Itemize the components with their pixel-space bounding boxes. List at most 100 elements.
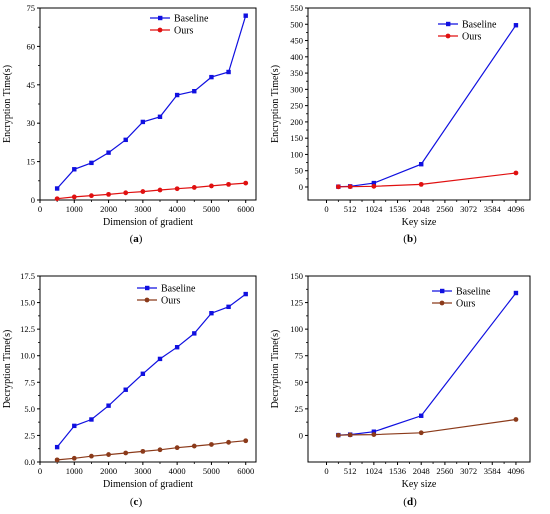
- data-point-ours: [54, 196, 60, 202]
- x-tick-label: 512: [344, 204, 357, 214]
- data-point-ours: [157, 447, 163, 453]
- legend-marker-baseline: [145, 285, 150, 291]
- y-tick-label: 350: [290, 68, 303, 78]
- data-point-baseline: [174, 345, 180, 350]
- data-point-ours: [157, 187, 163, 193]
- y-tick-label: 75: [27, 3, 36, 13]
- x-tick-label: 1536: [389, 204, 406, 214]
- y-tick-label: 60: [27, 41, 36, 51]
- x-tick-label: 1024: [365, 466, 383, 476]
- legend-entry-ours: Ours: [174, 26, 194, 37]
- y-tick-label: 100: [290, 149, 303, 159]
- series-line-baseline: [56, 15, 247, 189]
- x-tick-label: 5000: [203, 204, 220, 214]
- legend-entry-baseline: Baseline: [161, 284, 196, 295]
- data-point-ours: [123, 190, 129, 196]
- panel-caption: (b): [403, 233, 417, 245]
- y-tick-label: 0: [31, 195, 35, 205]
- series-line-ours: [57, 440, 246, 461]
- data-point-baseline: [89, 160, 94, 166]
- data-point-baseline: [123, 137, 128, 143]
- x-axis-label: Dimension of gradient: [103, 217, 193, 228]
- x-tick-label: 4000: [169, 466, 186, 476]
- y-tick-label: 2.5: [24, 430, 35, 440]
- data-point-ours: [106, 452, 111, 457]
- y-tick-label: 5.0: [24, 404, 35, 414]
- y-tick-label: 15: [27, 157, 36, 167]
- data-point-ours: [371, 183, 377, 189]
- x-axis-label: Dimension of gradient: [103, 479, 193, 490]
- data-point-baseline: [157, 114, 163, 119]
- y-tick-label: 10.0: [20, 351, 35, 361]
- x-tick-label: 5000: [203, 466, 220, 476]
- legend-entry-ours: Ours: [161, 296, 181, 307]
- y-tick-label: 500: [290, 19, 303, 29]
- x-tick-label: 4096: [507, 204, 524, 214]
- x-tick-label: 2048: [413, 204, 430, 214]
- data-point-baseline: [371, 429, 377, 434]
- data-point-ours: [335, 184, 341, 190]
- y-tick-label: 50: [295, 377, 304, 387]
- data-point-ours: [418, 181, 424, 187]
- data-point-baseline: [226, 69, 231, 75]
- y-tick-label: 45: [27, 80, 36, 90]
- x-tick-label: 0: [38, 204, 42, 214]
- data-point-baseline: [513, 290, 519, 296]
- data-point-baseline: [419, 162, 424, 167]
- data-point-baseline: [209, 311, 214, 316]
- data-point-ours: [226, 439, 231, 445]
- data-point-baseline: [106, 403, 111, 408]
- series-line-baseline: [338, 292, 517, 436]
- data-point-ours: [54, 457, 60, 463]
- chart-panel-c: 0 1000 2000 3000 4000 5000 6000 0.0 2.5 5.0 7.5 10.…: [2, 271, 257, 508]
- y-tick-label: 100: [290, 324, 303, 334]
- y-tick-label: 0: [299, 182, 303, 192]
- data-point-ours: [226, 181, 231, 187]
- y-tick-label: 30: [27, 118, 36, 128]
- panel-caption: (a): [130, 233, 143, 245]
- data-point-baseline: [243, 13, 248, 18]
- legend-marker-baseline: [446, 21, 451, 27]
- y-tick-label: 12.5: [20, 324, 35, 334]
- legend-entry-ours: Ours: [462, 32, 482, 43]
- data-point-ours: [123, 450, 129, 456]
- data-point-baseline: [243, 291, 248, 297]
- data-point-ours: [209, 442, 214, 447]
- legend-entry-baseline: Baseline: [174, 14, 209, 25]
- x-tick-label: 3072: [460, 204, 477, 214]
- data-point-ours: [347, 432, 353, 438]
- data-point-baseline: [226, 304, 231, 310]
- y-axis-label: Encryption Time(s): [270, 65, 281, 143]
- data-point-ours: [371, 432, 377, 437]
- panel-caption: (d): [403, 496, 417, 508]
- chart-panel-b: 0 512 1024 1536 2048 2560 3072 3584 4096 0 50 100 15…: [270, 3, 531, 245]
- data-point-baseline: [140, 119, 146, 125]
- series-line-ours: [57, 182, 246, 200]
- y-tick-label: 450: [290, 36, 303, 46]
- plot-frame: [307, 7, 531, 201]
- data-point-baseline: [192, 331, 197, 336]
- y-tick-label: 7.5: [24, 377, 35, 387]
- data-point-ours: [71, 455, 77, 461]
- data-point-baseline: [157, 356, 163, 362]
- data-point-baseline: [140, 371, 146, 376]
- data-point-baseline: [209, 74, 214, 80]
- data-point-ours: [106, 191, 111, 197]
- data-point-baseline: [419, 413, 424, 418]
- legend-marker-baseline: [158, 15, 163, 21]
- x-tick-label: 0: [324, 466, 328, 476]
- x-axis-label: Key size: [402, 479, 437, 490]
- y-tick-label: 300: [290, 84, 303, 94]
- x-tick-label: 2048: [413, 466, 430, 476]
- chart-panel-d: 0 512 1024 1536 2048 2560 3072 3584 4096 0 25 50 75 1…: [270, 271, 531, 508]
- legend-entry-baseline: Baseline: [456, 287, 491, 298]
- legend-marker-ours: [144, 297, 150, 303]
- data-point-baseline: [371, 180, 377, 186]
- y-tick-label: 0: [299, 430, 303, 440]
- data-point-baseline: [54, 186, 60, 191]
- y-tick-label: 150: [290, 271, 303, 281]
- x-tick-label: 6000: [237, 466, 254, 476]
- chart-panel-a: 0 1000 2000 3000 4000 5000 6000 0 15 30 45 60 75 Dime…: [2, 3, 257, 245]
- plot-frame: [307, 275, 531, 463]
- y-tick-label: 15.0: [20, 298, 35, 308]
